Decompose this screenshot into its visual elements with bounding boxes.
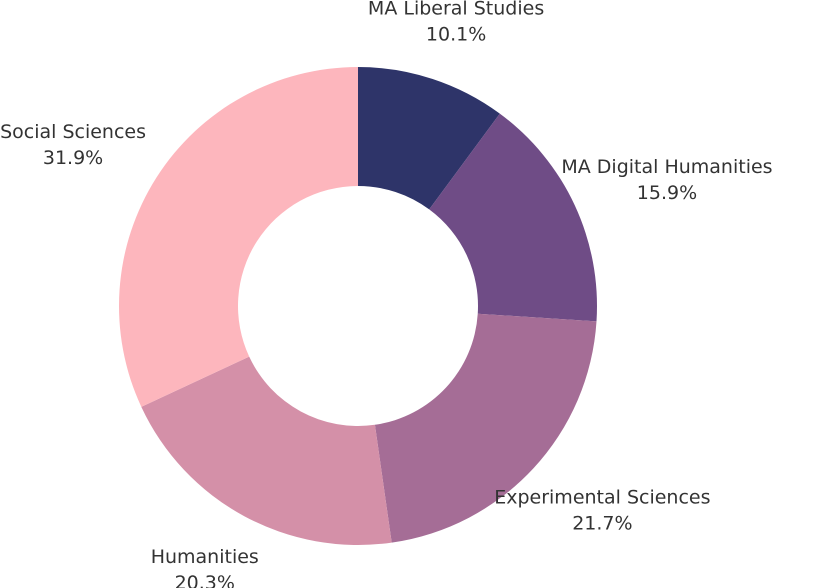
slice-value-label: 15.9% xyxy=(637,182,697,204)
donut-slice xyxy=(374,313,597,543)
slice-value-label: 10.1% xyxy=(426,24,486,46)
donut-slice xyxy=(141,356,392,545)
donut-slice xyxy=(118,67,358,407)
slice-label: Humanities xyxy=(151,546,259,568)
slice-value-label: 31.9% xyxy=(43,147,103,169)
slice-label: Social Sciences xyxy=(0,121,146,143)
donut-slice xyxy=(429,113,597,322)
slice-label: MA Digital Humanities xyxy=(561,156,772,178)
slice-value-label: 20.3% xyxy=(175,572,235,588)
slice-label: Experimental Sciences xyxy=(494,486,710,508)
slice-value-label: 21.7% xyxy=(572,512,632,534)
slice-label: MA Liberal Studies xyxy=(368,0,544,20)
donut-slice xyxy=(358,67,500,210)
